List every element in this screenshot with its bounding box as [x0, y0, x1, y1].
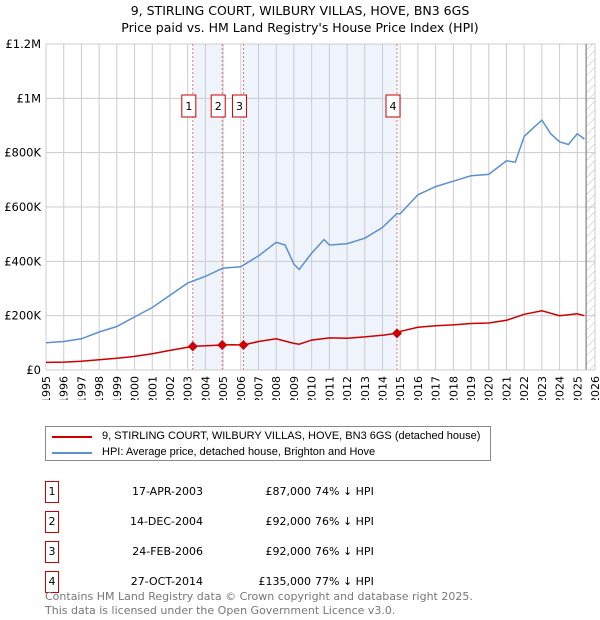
y-tick-label: £1.2M [5, 37, 41, 51]
sale-price: £92,000 [265, 515, 312, 528]
x-tick-label: 2010 [306, 376, 319, 400]
sale-hpi-diff: 76% ↓ HPI [315, 545, 374, 558]
y-tick-label: £800K [4, 146, 41, 160]
legend-item-property: 9, STIRLING COURT, WILBURY VILLAS, HOVE,… [52, 430, 480, 443]
x-tick-label: 2006 [235, 376, 248, 400]
x-tick-label: 2003 [182, 376, 195, 400]
x-tick-label: 2024 [554, 376, 567, 400]
sale-date: 24-FEB-2006 [132, 545, 203, 558]
x-tick-label: 2026 [589, 376, 600, 400]
sale-label: 2 [215, 100, 222, 113]
sale-number: 2 [45, 511, 59, 533]
x-tick-label: 2008 [270, 376, 283, 400]
x-tick-label: 2001 [146, 376, 159, 400]
x-tick-label: 2021 [500, 376, 513, 400]
legend-item-hpi: HPI: Average price, detached house, Brig… [52, 446, 375, 459]
sale-price: £135,000 [258, 575, 312, 588]
price-chart: 1995 1996 1997 1998 1999 2000 2001 2002 2003 2004… [4, 37, 600, 400]
legend: 9, STIRLING COURT, WILBURY VILLAS, HOVE,… [45, 426, 491, 461]
y-tick-label: £1M [16, 91, 41, 105]
x-tick-label: 2025 [571, 376, 584, 400]
sale-number: 4 [45, 571, 59, 593]
chart-subtitle: Price paid vs. HM Land Registry's House … [121, 20, 479, 35]
footer-copyright: Contains HM Land Registry data © Crown c… [45, 590, 473, 603]
x-tick-label: 1995 [40, 376, 53, 400]
sale-label: 1 [185, 100, 192, 113]
sale-label: 4 [390, 100, 397, 113]
series-line [45, 118, 585, 344]
sale-hpi-diff: 77% ↓ HPI [315, 575, 374, 588]
x-tick-label: 1998 [93, 376, 106, 400]
legend-label: HPI: Average price, detached house, Brig… [102, 446, 376, 458]
chart-title: 9, STIRLING COURT, WILBURY VILLAS, HOVE,… [130, 3, 470, 18]
sale-price: £92,000 [265, 545, 312, 558]
legend-swatch-red [52, 435, 92, 438]
sale-date: 17-APR-2003 [131, 485, 203, 498]
sale-price: £87,000 [265, 485, 312, 498]
x-tick-label: 2009 [288, 376, 301, 400]
x-tick-label: 2004 [199, 376, 212, 400]
x-tick-label: 2000 [129, 376, 142, 400]
x-tick-label: 1997 [75, 376, 88, 400]
sale-number: 1 [45, 481, 59, 503]
x-tick-label: 2016 [412, 376, 425, 400]
x-tick-label: 2014 [376, 376, 389, 400]
x-tick-label: 2007 [253, 376, 266, 400]
sale-point [392, 328, 403, 339]
sale-hpi-diff: 76% ↓ HPI [315, 515, 374, 528]
sale-date: 14-DEC-2004 [129, 515, 203, 528]
x-tick-label: 1999 [111, 376, 124, 400]
x-tick-label: 2005 [217, 376, 230, 400]
legend-label: 9, STIRLING COURT, WILBURY VILLAS, HOVE,… [102, 430, 481, 442]
sale-label-box [210, 94, 226, 118]
x-tick-label: 2019 [465, 376, 478, 400]
sale-point [238, 340, 249, 351]
sale-point [217, 340, 228, 351]
y-tick-label: £0 [26, 363, 41, 377]
x-tick-label: 2023 [536, 376, 549, 400]
x-tick-label: 2022 [518, 376, 531, 400]
x-tick-label: 2011 [323, 376, 336, 400]
sale-label: 3 [236, 100, 243, 113]
sale-label-box [181, 94, 197, 118]
footer-licence: This data is licensed under the Open Gov… [45, 604, 396, 617]
x-tick-label: 2012 [341, 376, 354, 400]
x-tick-label: 2015 [394, 376, 407, 400]
sale-label-box [385, 94, 401, 118]
sale-hpi-diff: 74% ↓ HPI [315, 485, 374, 498]
legend-swatch-blue [52, 451, 92, 454]
y-tick-label: £400K [4, 254, 41, 268]
x-tick-label: 2018 [447, 376, 460, 400]
forecast-region [586, 44, 595, 370]
sale-number: 3 [45, 541, 59, 563]
x-tick-label: 1996 [58, 376, 71, 400]
sale-label-box [231, 94, 247, 118]
sale-point [187, 341, 198, 352]
x-tick-label: 2002 [164, 376, 177, 400]
y-tick-label: £600K [4, 200, 41, 214]
series-line [45, 310, 585, 364]
sale-date: 27-OCT-2014 [130, 575, 203, 588]
y-tick-label: £200K [4, 309, 41, 323]
x-tick-label: 2017 [430, 376, 443, 400]
x-tick-label: 2020 [483, 376, 496, 400]
x-tick-label: 2013 [359, 376, 372, 400]
